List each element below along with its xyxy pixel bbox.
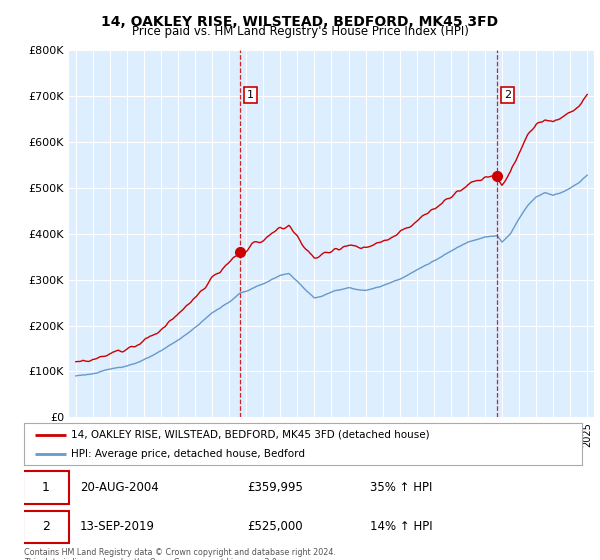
FancyBboxPatch shape [23, 511, 68, 543]
Text: Contains HM Land Registry data © Crown copyright and database right 2024.
This d: Contains HM Land Registry data © Crown c… [24, 548, 336, 560]
Text: 1: 1 [247, 90, 254, 100]
Text: HPI: Average price, detached house, Bedford: HPI: Average price, detached house, Bedf… [71, 449, 305, 459]
Text: 13-SEP-2019: 13-SEP-2019 [80, 520, 155, 534]
Text: 14, OAKLEY RISE, WILSTEAD, BEDFORD, MK45 3FD (detached house): 14, OAKLEY RISE, WILSTEAD, BEDFORD, MK45… [71, 430, 430, 440]
Text: Price paid vs. HM Land Registry's House Price Index (HPI): Price paid vs. HM Land Registry's House … [131, 25, 469, 38]
Text: 14, OAKLEY RISE, WILSTEAD, BEDFORD, MK45 3FD: 14, OAKLEY RISE, WILSTEAD, BEDFORD, MK45… [101, 15, 499, 29]
Text: £525,000: £525,000 [247, 520, 303, 534]
FancyBboxPatch shape [23, 472, 68, 504]
Text: 2: 2 [42, 520, 50, 534]
Text: £359,995: £359,995 [247, 481, 303, 494]
Text: 1: 1 [42, 481, 50, 494]
Text: 35% ↑ HPI: 35% ↑ HPI [370, 481, 433, 494]
Text: 14% ↑ HPI: 14% ↑ HPI [370, 520, 433, 534]
Text: 20-AUG-2004: 20-AUG-2004 [80, 481, 158, 494]
Text: 2: 2 [504, 90, 511, 100]
